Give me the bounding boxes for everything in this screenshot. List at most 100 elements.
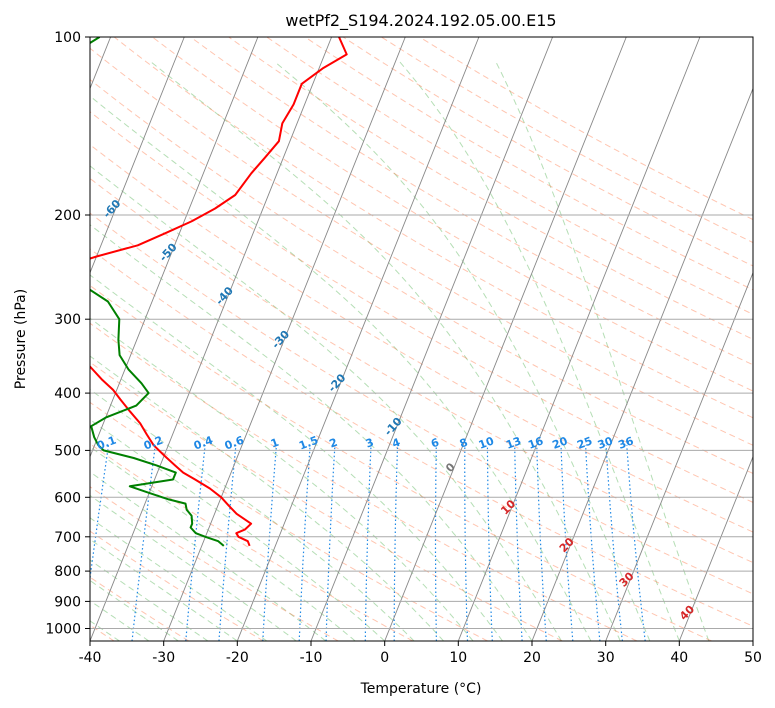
mixing-ratio-line: [486, 445, 493, 641]
dry-adiabat: [228, 37, 753, 340]
mixing-ratio-label: 3: [364, 436, 376, 451]
y-tick-label: 1000: [45, 622, 81, 638]
mixing-ratio-label: 25: [575, 434, 594, 451]
moist-adiabat: [90, 494, 297, 641]
moist-adiabat: [90, 579, 179, 641]
x-tick-label: 0: [380, 650, 389, 666]
isotherm: [236, 37, 480, 641]
mixing-ratio-label: 36: [616, 434, 635, 452]
series-layer: [90, 37, 348, 547]
moist-adiabat: [90, 165, 562, 641]
dry-adiabat-label: -30: [269, 328, 292, 352]
dry-adiabat-label: -50: [157, 240, 180, 264]
x-tick-label: -10: [300, 650, 323, 666]
x-axis: -40 -30 -20 -10 0 10 20 30 40 50: [79, 641, 762, 666]
mixing-ratio-line: [464, 445, 469, 641]
isotherm: [90, 37, 185, 274]
moist-adiabat: [274, 61, 651, 641]
mixing-ratio-label: 10: [477, 434, 496, 452]
x-axis-label: Temperature (°C): [360, 681, 482, 697]
mixing-ratio-label: 16: [526, 434, 545, 452]
mixing-ratio-line: [90, 445, 110, 583]
dry-adiabat: [90, 111, 753, 503]
background-lines: [90, 37, 753, 641]
moist-adiabat: [150, 61, 621, 641]
y-axis-label: Pressure (hPa): [13, 289, 29, 389]
y-tick-label: 300: [54, 312, 81, 328]
y-tick-label: 900: [54, 594, 81, 610]
isotherm: [90, 37, 259, 458]
dry-adiabat: [90, 322, 638, 641]
isotherm: [457, 37, 701, 641]
y-tick-label: 800: [54, 564, 81, 580]
dry-adiabat: [419, 37, 753, 221]
moist-adiabat: [399, 61, 680, 641]
moist-adiabat-label: 40: [677, 603, 697, 623]
dewpoint-profile-line: [90, 37, 225, 547]
dry-adiabat: [90, 284, 712, 641]
isotherm: [678, 455, 753, 641]
mixing-ratio-line: [514, 445, 523, 641]
mixing-ratio-line: [434, 445, 437, 641]
x-tick-label: -30: [152, 650, 175, 666]
x-tick-label: 10: [449, 650, 467, 666]
moist-adiabat: [90, 355, 444, 641]
mixing-ratio-label: 1: [269, 436, 281, 451]
temperature-profile-line: [90, 37, 348, 547]
dry-adiabat: [90, 486, 339, 641]
mixing-ratio-label: 20: [551, 434, 570, 452]
moist-adiabat: [90, 418, 386, 641]
moist-adiabat-label: 20: [557, 535, 577, 555]
mixing-ratio-label: 0.2: [142, 434, 165, 453]
mixing-ratio-label: 13: [504, 434, 523, 451]
dry-adiabat: [90, 401, 488, 641]
mixing-ratio-line: [185, 445, 206, 641]
y-tick-label: 200: [54, 208, 81, 224]
moist-adiabat: [90, 559, 209, 641]
moist-adiabat: [90, 317, 474, 641]
isotherm: [752, 639, 753, 641]
mixing-ratio-line: [605, 445, 623, 641]
dry-adiabat: [113, 37, 753, 419]
dry-adiabat: [266, 37, 753, 315]
moist-adiabat: [90, 538, 238, 641]
isotherm: [605, 271, 753, 641]
mixing-ratio-line: [536, 445, 547, 641]
moist-adiabat: [90, 446, 356, 641]
line-labels: 0.1 0.2 0.4 0.6 1 1.5 2 3 4 6 8 10 13 16 20 25 30 36-60-5…: [95, 197, 697, 623]
isotherm: [163, 37, 406, 641]
mixing-ratio-line: [364, 445, 372, 641]
chart-title: wetPf2_S194.2024.192.05.00.E15: [285, 11, 556, 31]
isotherm: [384, 37, 627, 641]
mixing-ratio-label: 0.4: [192, 434, 215, 453]
dry-adiabat-label: -60: [101, 197, 124, 221]
x-tick-label: 40: [670, 650, 688, 666]
moist-adiabat: [90, 274, 503, 641]
dry-adiabat: [90, 212, 753, 595]
mixing-ratio-line: [325, 445, 336, 641]
dry-adiabat: [304, 37, 753, 291]
y-tick-label: 500: [54, 443, 81, 459]
dry-adiabat: [90, 361, 563, 641]
mixing-ratio-label: 1.5: [297, 434, 320, 453]
x-tick-label: 30: [597, 650, 615, 666]
dry-adiabat-label: -40: [213, 284, 236, 308]
plot-frame: [89, 36, 754, 642]
moist-adiabat: [90, 471, 327, 641]
mixing-ratio-label: 30: [596, 434, 615, 452]
dry-adiabat: [151, 37, 753, 392]
isotherm: [310, 37, 554, 641]
mixing-ratio-label: 0.1: [95, 434, 118, 453]
mixing-ratio-label: 8: [458, 436, 470, 451]
x-tick-label: 50: [744, 650, 762, 666]
dry-adiabat: [90, 144, 753, 533]
x-tick-label: 20: [523, 650, 541, 666]
dry-adiabat: [90, 248, 753, 627]
y-tick-label: 700: [54, 530, 81, 546]
x-tick-label: -20: [226, 650, 249, 666]
mixing-ratio-label: 6: [429, 436, 441, 451]
mixing-ratio-label: 0.6: [223, 434, 246, 453]
moist-adiabat-label: 30: [617, 569, 637, 589]
moist-adiabat: [90, 224, 533, 641]
